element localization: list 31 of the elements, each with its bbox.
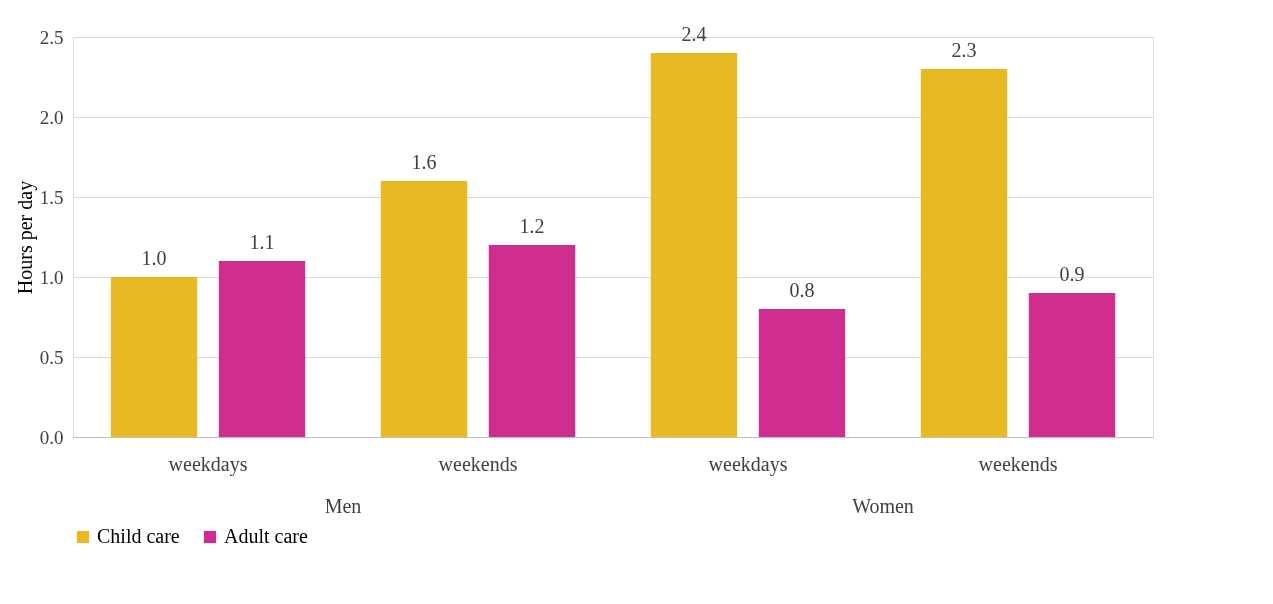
y-tick-label: 0.0 <box>39 426 64 448</box>
text: Women <box>852 495 914 517</box>
data-label: 1.6 <box>411 151 437 173</box>
legend-label: Child care <box>97 525 180 547</box>
text: Men <box>324 495 362 517</box>
bar <box>380 181 468 437</box>
legend-label: Adult care <box>224 525 308 547</box>
data-label: 1.2 <box>519 215 545 237</box>
x-tick-label: weekends <box>978 453 1058 475</box>
bar <box>920 69 1008 437</box>
y-tick-label: 0.5 <box>39 346 64 368</box>
bar <box>650 53 738 437</box>
y-tick-label: 2.5 <box>39 26 64 48</box>
bar <box>110 277 198 437</box>
y-tick-label: 1.5 <box>39 186 64 208</box>
data-label: 0.8 <box>789 279 815 301</box>
x-tick-label: weekends <box>438 453 518 475</box>
y-tick-label: 1.0 <box>39 266 64 288</box>
y-axis-title: Hours per day <box>13 180 37 295</box>
bar <box>1028 293 1116 437</box>
bar <box>218 261 306 437</box>
x-tick-label: weekdays <box>708 453 788 476</box>
y-tick-label: 2.0 <box>39 106 64 128</box>
data-label: 2.3 <box>951 39 977 61</box>
bar <box>488 245 576 437</box>
data-label: 0.9 <box>1059 263 1085 285</box>
data-label: 1.0 <box>141 247 167 269</box>
data-label: 2.4 <box>681 23 707 45</box>
data-label: 1.1 <box>249 231 275 253</box>
x-tick-label: weekdays <box>168 453 248 476</box>
bar <box>758 309 846 437</box>
